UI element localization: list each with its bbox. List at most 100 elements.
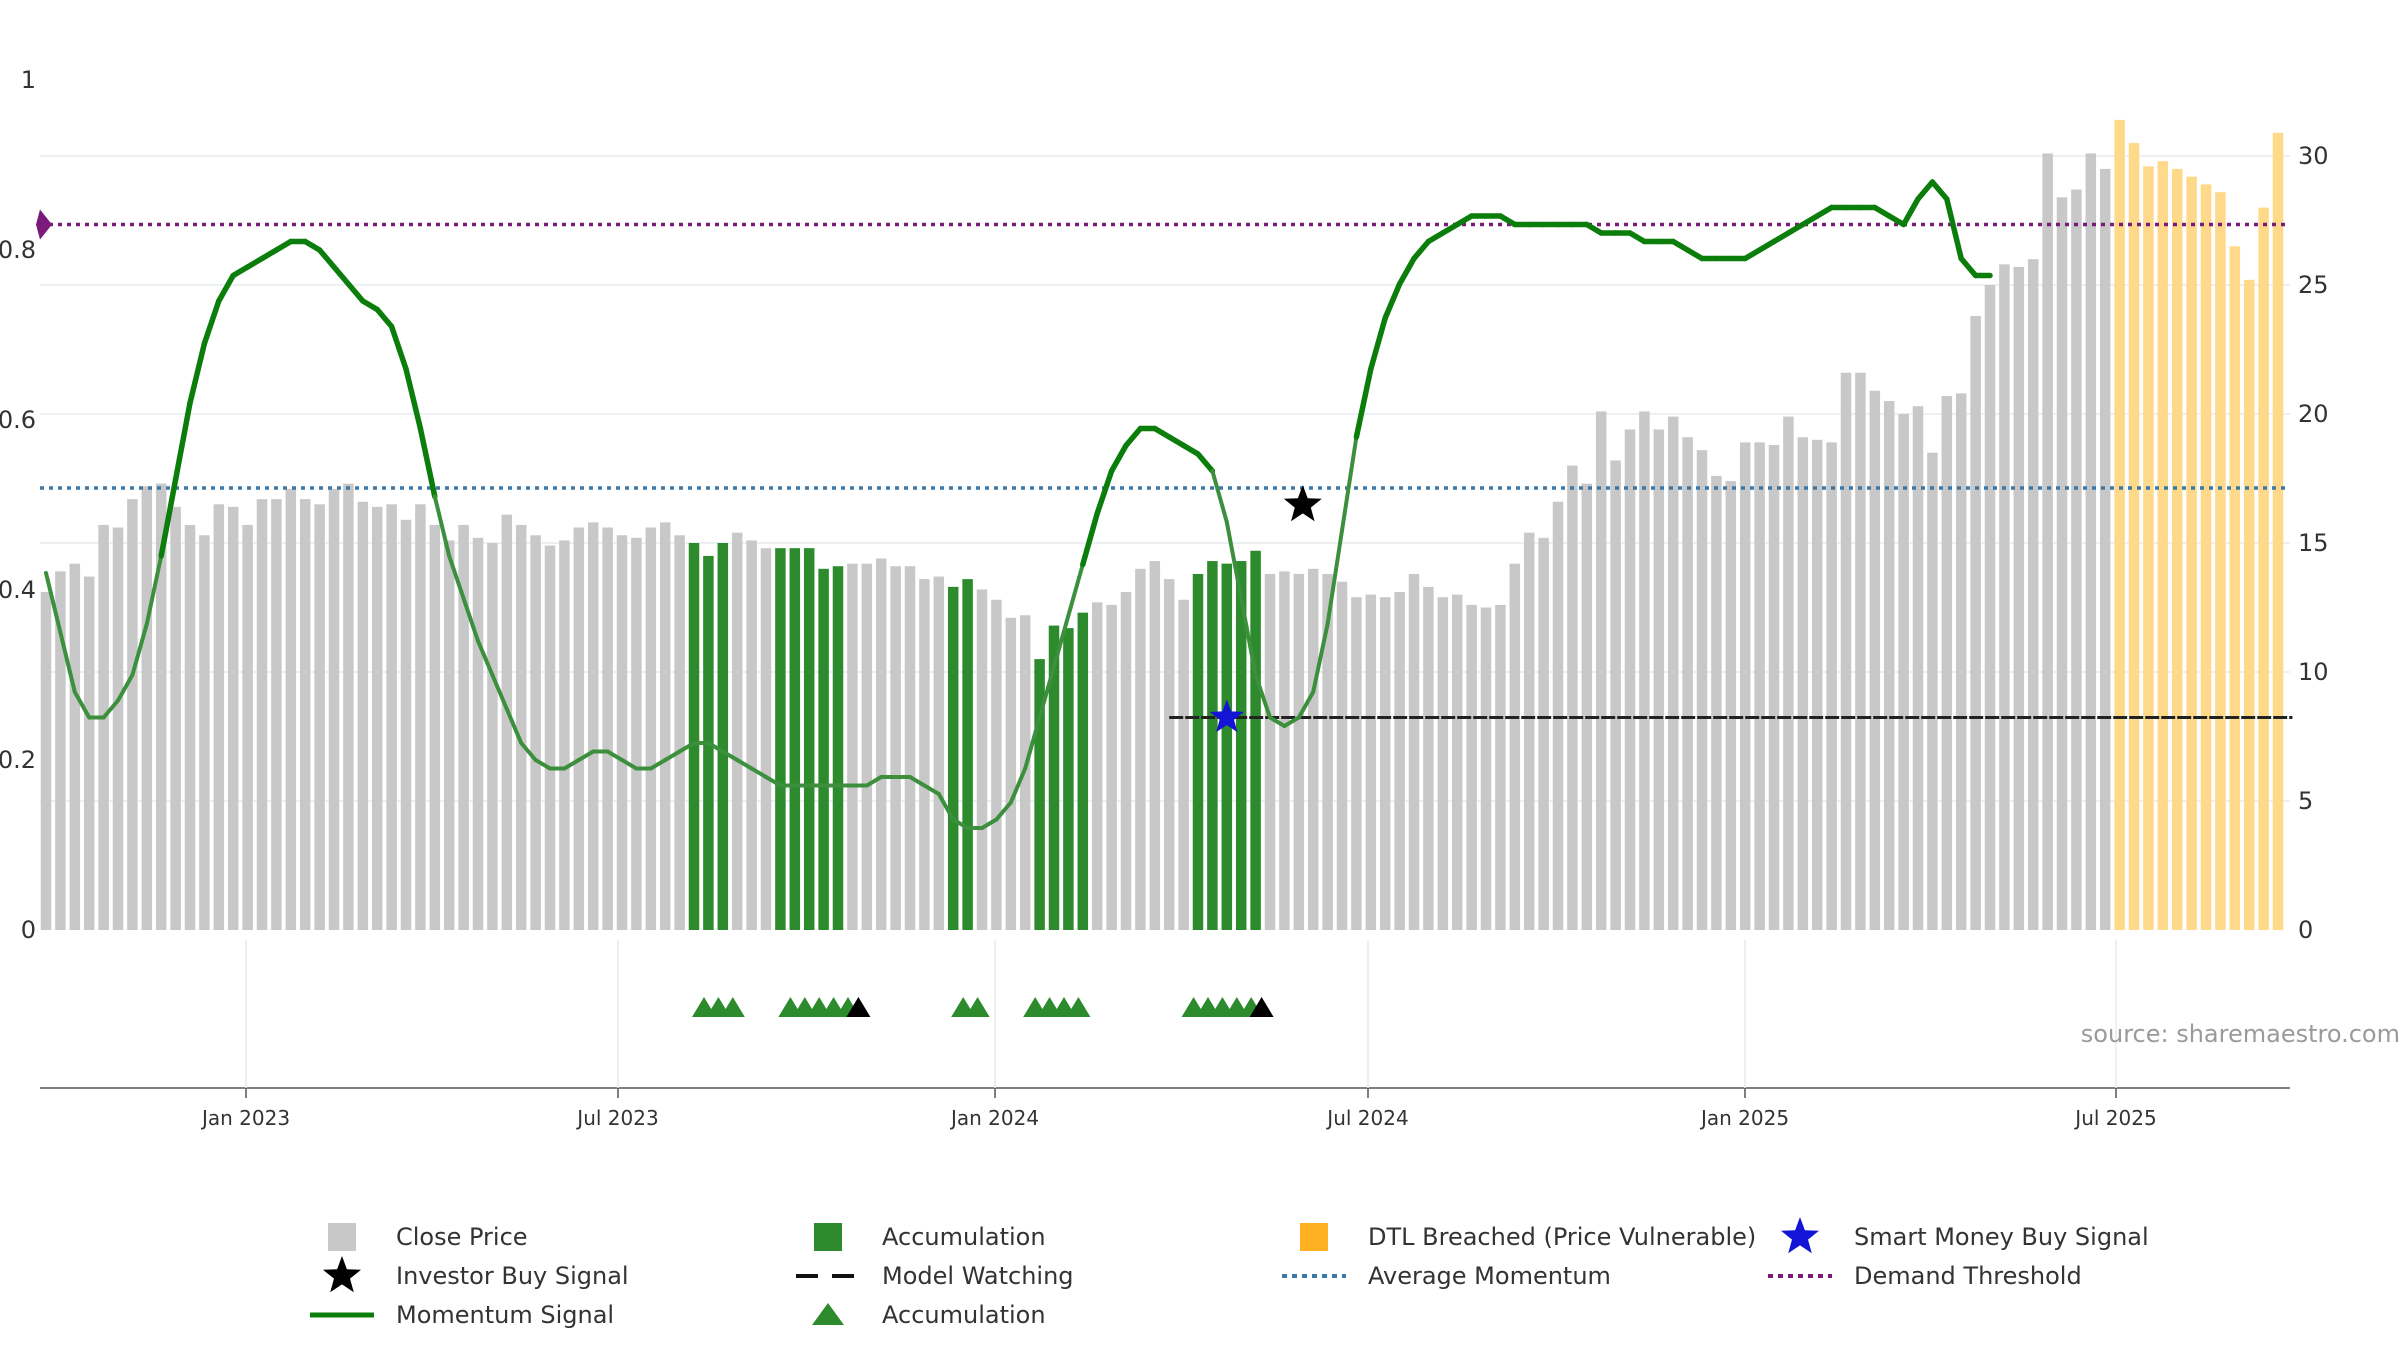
momentum-segment: [1296, 690, 1316, 720]
x-axis-tick-label: Jul 2024: [1325, 1106, 1408, 1130]
momentum-segment: [1756, 238, 1777, 253]
accumulation-bar: [789, 548, 801, 930]
close-price-bar: [1826, 442, 1837, 930]
momentum-segment: [1080, 510, 1100, 568]
close-price-bar: [112, 527, 124, 930]
dtl-breached-bar: [2229, 246, 2241, 931]
accumulation-bar: [688, 543, 700, 930]
close-price-bar: [573, 527, 585, 930]
momentum-segment: [1253, 673, 1272, 720]
close-price-bar: [314, 504, 325, 930]
close-price-bar: [1768, 444, 1780, 930]
momentum-segment: [1440, 221, 1460, 236]
close-price-bar: [875, 558, 887, 930]
momentum-segment: [1454, 213, 1475, 228]
momentum-segment: [187, 340, 208, 406]
close-price-bar: [1754, 442, 1765, 930]
momentum-segment: [1382, 281, 1403, 321]
momentum-segment: [216, 272, 236, 304]
momentum-segment: [144, 554, 164, 626]
momentum-signal-line: [44, 179, 1993, 830]
close-price-bar: [1955, 393, 1967, 930]
close-price-bar: [2071, 189, 2082, 931]
buy-signals: [1209, 485, 1322, 733]
left-axis-tick-label: 0.8: [0, 236, 36, 264]
momentum-segment: [1742, 247, 1763, 262]
close-price-bar: [371, 506, 383, 930]
momentum-segment: [158, 476, 179, 559]
accumulation-bar: [1077, 612, 1089, 930]
momentum-segment: [1684, 247, 1705, 262]
accumulation-bar: [1250, 550, 1261, 930]
close-price-bar: [1120, 592, 1132, 930]
investor-buy-signal-star: [1283, 485, 1322, 522]
close-price-bar: [746, 540, 757, 930]
close-price-bar: [1624, 429, 1636, 930]
close-price-bar: [1307, 568, 1319, 930]
momentum-segment: [951, 817, 970, 830]
close-price-bar: [1653, 429, 1665, 930]
accumulation-bar: [1235, 561, 1247, 930]
dtl-breached-bar: [2128, 143, 2140, 931]
close-price-bar: [1840, 372, 1852, 931]
left-axis-tick-label: 0.4: [0, 576, 36, 604]
close-price-bar: [357, 501, 369, 930]
close-price-bar: [1811, 439, 1823, 930]
momentum-segment: [1396, 255, 1417, 287]
momentum-segment: [1066, 562, 1085, 618]
dtl-breached-bar: [2243, 279, 2255, 931]
dtl-breached-bar: [2200, 184, 2212, 930]
momentum-segment: [388, 323, 409, 372]
close-price-bar: [1163, 579, 1175, 930]
momentum-segment: [605, 749, 624, 762]
momentum-segment: [1353, 366, 1374, 440]
close-price-bar: [1984, 285, 1996, 930]
momentum-segment: [1008, 766, 1028, 805]
close-price-bar: [98, 524, 109, 930]
accumulation-bar: [947, 586, 959, 930]
demand-threshold-marker: [36, 209, 52, 240]
dtl-breached-bar: [2157, 161, 2169, 930]
momentum-segment: [908, 775, 927, 788]
left-axis: 0 0.2 0.4 0.6 0.8 1: [0, 66, 36, 944]
close-price-bar: [544, 545, 556, 930]
right-axis-tick-label: 30: [2298, 142, 2329, 170]
close-price-bar: [472, 537, 484, 930]
dtl-breached-bar: [2258, 207, 2269, 931]
close-price-bar: [1135, 568, 1146, 930]
momentum-segment: [1268, 715, 1287, 728]
momentum-segment: [417, 425, 438, 500]
momentum-segment: [130, 622, 149, 677]
close-price-bar: [674, 535, 685, 930]
close-price-bar: [1538, 537, 1549, 930]
close-price-bar: [501, 514, 513, 930]
close-price-bar: [1178, 599, 1189, 930]
accumulation-bar: [1192, 573, 1204, 930]
momentum-segment: [316, 247, 337, 270]
left-axis-tick-label: 0.6: [0, 406, 36, 434]
close-price-bar: [1437, 597, 1449, 930]
accumulation-triangle: [1066, 997, 1091, 1017]
momentum-segment: [1282, 715, 1301, 728]
momentum-segment: [1872, 204, 1892, 219]
close-price-bar: [256, 499, 268, 930]
close-price-bar: [659, 522, 671, 930]
momentum-segment: [1915, 179, 1936, 202]
close-price-bar: [515, 524, 527, 930]
close-price-bar: [1739, 442, 1751, 930]
legend-label: Investor Buy Signal: [396, 1262, 629, 1290]
close-price-bar: [1523, 532, 1535, 930]
close-price-bar: [299, 499, 311, 930]
close-price-bar: [602, 527, 613, 930]
right-axis-tick-label: 15: [2298, 529, 2329, 557]
close-price-bar: [1682, 437, 1693, 930]
accumulation-bar: [803, 548, 815, 930]
momentum-segment: [461, 596, 480, 643]
close-price-bar: [1970, 315, 1981, 931]
momentum-segment: [1152, 425, 1172, 440]
close-price-bar: [1351, 597, 1362, 930]
momentum-segment: [1368, 315, 1388, 372]
close-price-bar: [587, 522, 599, 930]
close-price-bar: [2013, 266, 2025, 930]
close-price-bar: [530, 535, 541, 930]
